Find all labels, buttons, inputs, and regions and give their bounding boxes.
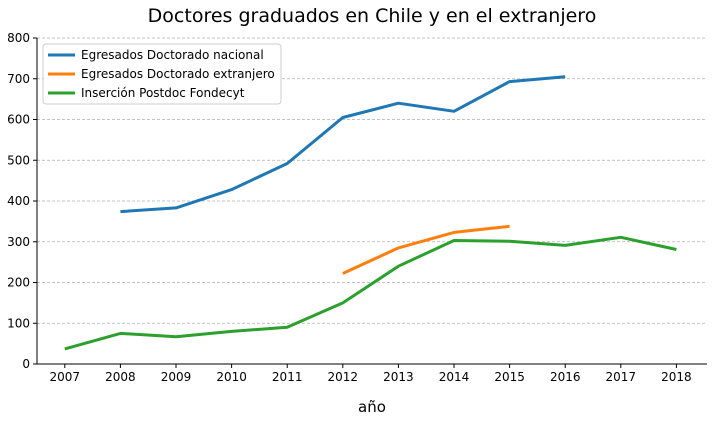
y-tick-label: 500 [7,153,30,167]
series-line-1 [120,75,566,214]
y-tick-label: 600 [7,113,30,127]
legend-box [42,43,282,105]
x-tick-label: 2010 [216,370,247,384]
x-tick-label: 2009 [161,370,192,384]
x-tick-label: 2018 [661,370,692,384]
series-line-2 [342,224,510,275]
x-tick-labels: 2007 2008 2009 2010 2011 2012 2013 2014 2015 2016… [50,364,692,384]
x-tick-label: 2007 [50,370,81,384]
y-tick-label: 100 [7,316,30,330]
chart-title: Doctores graduados en Chile y en el extr… [148,5,597,27]
y-tick-label: 800 [7,31,30,45]
y-tick-label: 400 [7,194,30,208]
y-tick-labels: 0 100 200 300 400 500 600 700 800 [7,31,37,371]
legend-label: Egresados Doctorado extranjero [81,67,275,81]
x-tick-label: 2014 [439,370,470,384]
x-tick-label: 2017 [606,370,637,384]
legend: Egresados Doctorado nacional Egresados Do… [42,43,282,105]
x-tick-label: 2013 [383,370,414,384]
y-tick-label: 700 [7,72,30,86]
x-axis-label: año [358,398,386,416]
x-tick-label: 2016 [550,370,581,384]
series-lines [64,75,677,351]
y-tick-label: 300 [7,235,30,249]
x-tick-label: 2015 [494,370,525,384]
x-tick-label: 2008 [105,370,136,384]
legend-label: Egresados Doctorado nacional [81,48,264,62]
x-tick-label: 2012 [328,370,359,384]
legend-label: Inserción Postdoc Fondecyt [81,86,245,100]
y-tick-label: 200 [7,276,30,290]
x-tick-label: 2011 [272,370,303,384]
series-line-3 [64,235,677,351]
y-tick-label: 0 [22,357,30,371]
